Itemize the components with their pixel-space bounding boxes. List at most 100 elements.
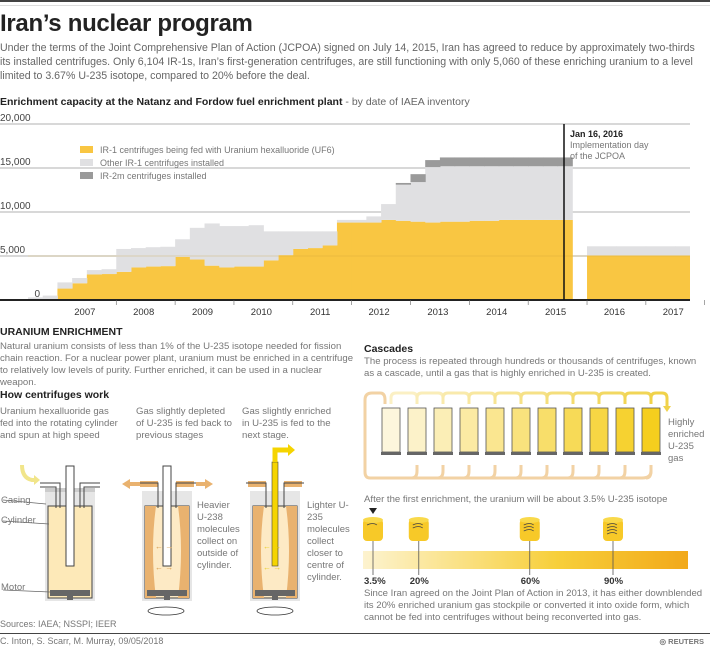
area-segment-1 — [263, 260, 279, 300]
area-segment-2 — [542, 166, 559, 220]
cascade-centrifuge — [459, 407, 479, 453]
cascade-centrifuge — [485, 407, 505, 453]
after-first-enrichment-text: After the first enrichment, the uranium … — [364, 494, 668, 505]
highly-enriched-label: Highly enriched U-235 gas — [668, 417, 705, 464]
area-segment-1 — [381, 219, 397, 300]
backward-flow — [541, 465, 549, 480]
area-segment-2 — [175, 239, 191, 257]
area-segment-1 — [587, 255, 617, 300]
rotation-icon — [147, 606, 185, 616]
svg-text:← →: ← → — [263, 542, 281, 551]
legend-swatch — [80, 146, 93, 153]
area-segment-2 — [425, 167, 441, 223]
area-segment-2 — [454, 166, 470, 222]
area-segment-1 — [145, 266, 161, 300]
canister-icon — [408, 519, 429, 541]
area-segment-3 — [557, 157, 573, 167]
area-segment-1 — [116, 271, 132, 300]
area-segment-3 — [498, 157, 514, 167]
area-segment-2 — [86, 270, 103, 275]
spiral-mark — [412, 523, 423, 526]
cascade-centrifuge — [381, 407, 401, 453]
spiral-mark — [412, 526, 423, 529]
legend-label: Other IR-1 centrifuges installed — [100, 158, 224, 168]
reuters-logo: ◎ REUTERS — [659, 637, 704, 646]
area-segment-3 — [395, 182, 411, 185]
area-segment-2 — [557, 166, 573, 220]
centrifuge-2: ← → ← → — [122, 465, 213, 616]
cascades-note: Since Iran agreed on the Joint Plan of A… — [364, 588, 703, 623]
footer-rule — [0, 633, 710, 634]
area-segment-1 — [307, 248, 323, 300]
legend-swatch — [80, 172, 93, 179]
spiral-mark — [523, 529, 534, 532]
x-tick-label: 2009 — [192, 307, 213, 318]
area-segment-1 — [645, 255, 676, 300]
area-segment-2 — [469, 166, 485, 221]
cascade-group — [363, 391, 671, 480]
area-segment-1 — [557, 219, 573, 300]
enrichment-bar — [363, 551, 688, 569]
enriched-outflow-arrow-icon — [272, 447, 288, 462]
spiral-mark — [523, 526, 534, 529]
heavier-label: Heavier U-238 molecules collect on outsi… — [197, 500, 240, 571]
cascade-centrifuge — [511, 407, 531, 453]
backward-flow — [437, 465, 445, 480]
canister-top — [363, 517, 383, 523]
sources: Sources: IAEA; NSSPI; IEER — [0, 619, 117, 629]
step1-text: Uranium hexalluoride gas fed into the ro… — [0, 406, 118, 441]
area-segment-2 — [381, 204, 397, 220]
level-label: 20% — [409, 576, 429, 587]
forward-flow — [389, 391, 419, 404]
motor-label: Motor — [1, 582, 26, 593]
area-segment-1 — [484, 220, 500, 300]
backward-flow — [593, 465, 601, 480]
area-segment-1 — [395, 220, 411, 300]
area-segment-1 — [439, 221, 456, 300]
cascades-heading: Cascades — [364, 343, 414, 355]
step2-text: Gas slightly depleted of U-235 is fed ba… — [136, 406, 232, 441]
area-segment-2 — [278, 231, 294, 256]
cylinder-label: Cylinder — [1, 515, 36, 526]
x-tick-label: 2015 — [545, 307, 566, 318]
x-tick-label: 2013 — [427, 307, 448, 318]
canister-icon — [363, 519, 383, 541]
chart-subtitle: - by date of IAEA inventory — [345, 96, 470, 108]
area-segment-1 — [454, 221, 470, 300]
legend-label: IR-1 centrifuges being fed with Uranium … — [100, 145, 335, 155]
top-rule-light — [0, 5, 710, 6]
x-tick-label: 2017 — [663, 307, 684, 318]
area-segment-1 — [292, 248, 309, 300]
canister-top — [408, 517, 429, 523]
area-segment-3 — [439, 157, 456, 167]
annotation-title: Jan 16, 2016 — [570, 129, 623, 139]
enrichment-text: Natural uranium consists of less than 1%… — [0, 341, 354, 388]
area-segment-1 — [469, 220, 485, 300]
canister-top — [603, 517, 623, 523]
spiral-mark — [606, 523, 618, 526]
centrifuges-heading: How centrifuges work — [0, 389, 110, 401]
enrichment-levels — [363, 508, 688, 575]
area-segment-3 — [484, 157, 500, 167]
credit: C. Inton, S. Scarr, M. Murray, 09/05/201… — [0, 636, 164, 646]
area-segment-1 — [248, 266, 264, 300]
x-tick-label: 2016 — [604, 307, 625, 318]
chart-axis: 2007 2008 2009 2010 2011 2012 2013 2014 2015 2016… — [0, 299, 706, 318]
cascade-motor — [511, 452, 531, 455]
cascade-motor — [537, 452, 557, 455]
y-tick-label: 0 — [34, 289, 40, 300]
centrifuge-3: ← → ← → — [246, 444, 304, 616]
area-segment-1 — [528, 219, 544, 300]
cascade-centrifuge — [563, 407, 583, 453]
svg-text:← →: ← → — [155, 542, 173, 551]
cascade-motor — [615, 452, 635, 455]
lighter-label: Lighter U-235 molecules collect closer t… — [307, 500, 350, 583]
area-segment-2 — [57, 282, 73, 289]
spiral-mark — [523, 523, 534, 526]
area-segment-2 — [145, 247, 161, 267]
backward-flow — [515, 465, 523, 480]
canister-icon — [519, 519, 540, 541]
y-tick-label: 15,000 — [0, 157, 31, 168]
area-segment-2 — [645, 246, 676, 256]
